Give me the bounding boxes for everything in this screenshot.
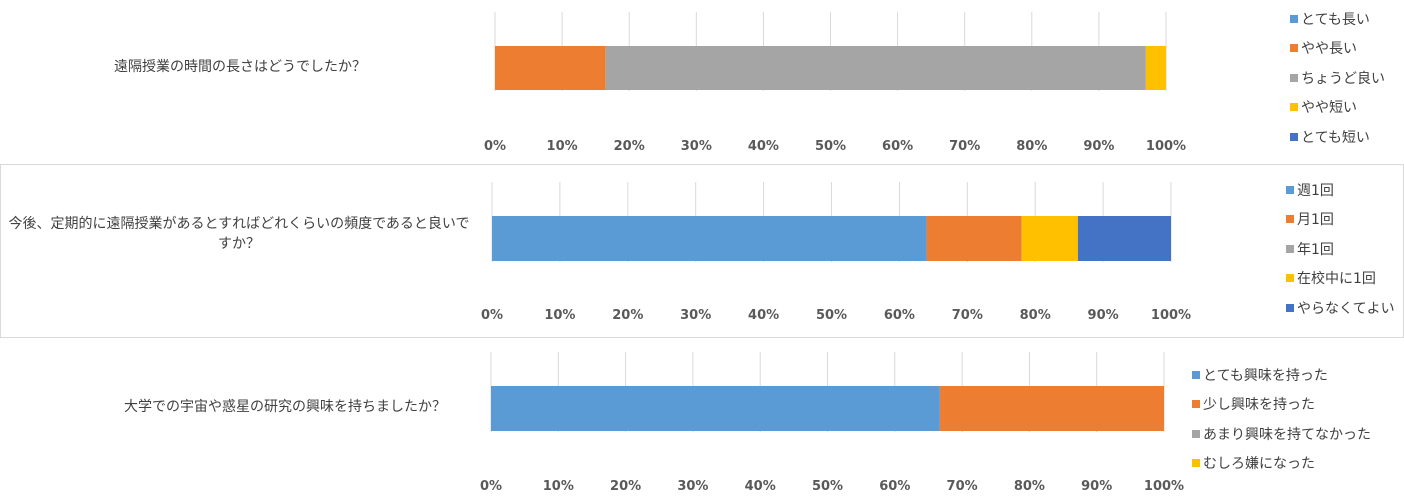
legend-item: やや長い	[1290, 34, 1385, 64]
legend-swatch	[1192, 370, 1200, 379]
chart-3-plot: 0% 10% 20% 30% 40% 50% 60% 70% 80% 90% 100%	[480, 352, 1184, 494]
x-tick-label: 60%	[882, 139, 913, 154]
legend-swatch	[1290, 14, 1298, 23]
legend-label: とても興味を持った	[1203, 367, 1328, 384]
legend-item: 在校中に1回	[1286, 264, 1395, 294]
x-tick-label: 70%	[952, 308, 983, 323]
x-tick-label: 80%	[1016, 139, 1047, 154]
legend-item: むしろ嫌になった	[1192, 449, 1371, 479]
x-tick-label: 30%	[680, 308, 711, 323]
x-tick-label: 50%	[812, 479, 843, 494]
legend-swatch	[1286, 185, 1294, 194]
legend-label: あまり興味を持てなかった	[1203, 426, 1371, 443]
legend-swatch	[1290, 132, 1298, 141]
bar-segment	[939, 386, 1164, 431]
legend-item: とても興味を持った	[1192, 360, 1371, 390]
x-tick-label: 50%	[815, 139, 846, 154]
x-tick-label: 80%	[1020, 308, 1051, 323]
legend-item: とても長い	[1290, 4, 1385, 34]
bar-segment	[605, 46, 1146, 90]
x-tick-label: 100%	[1151, 308, 1191, 323]
x-tick-label: 0%	[480, 479, 502, 494]
x-tick-label: 60%	[884, 308, 915, 323]
x-tick-label: 60%	[879, 479, 910, 494]
legend-swatch	[1192, 429, 1200, 438]
x-tick-label: 10%	[547, 139, 578, 154]
chart-2-plot: 0% 10% 20% 30% 40% 50% 60% 70% 80% 90% 100%	[481, 182, 1191, 323]
x-tick-label: 40%	[748, 139, 779, 154]
x-tick-label: 0%	[481, 308, 503, 323]
legend-item: やや短い	[1290, 93, 1385, 123]
legend-item: 少し興味を持った	[1192, 390, 1371, 420]
x-tick-label: 90%	[1081, 479, 1112, 494]
legend-label: ちょうど良い	[1301, 70, 1385, 87]
bar-segment	[1077, 216, 1171, 261]
legend-label: やや短い	[1301, 100, 1357, 117]
legend-label: やや長い	[1301, 41, 1357, 58]
legend-label: 少し興味を持った	[1203, 397, 1315, 414]
x-tick-label: 40%	[748, 308, 779, 323]
chart-1-question: 遠隔授業の時間の長さはどうでしたか？	[114, 59, 366, 75]
chart-1-plot: 0% 10% 20% 30% 40% 50% 60% 70% 80% 90% 100%	[484, 12, 1186, 154]
bar-segment	[1021, 216, 1078, 261]
bar-segment	[492, 216, 927, 261]
x-tick-label: 70%	[947, 479, 978, 494]
chart-3-question: 大学での宇宙や惑星の研究の興味を持ちましたか？	[124, 399, 446, 415]
legend-item: やらなくてよい	[1286, 293, 1395, 323]
legend-swatch	[1286, 215, 1294, 224]
legend-label: 月1回	[1297, 212, 1334, 229]
x-tick-label: 40%	[745, 479, 776, 494]
legend-item: 年1回	[1286, 234, 1395, 264]
legend-swatch	[1290, 73, 1298, 82]
legend-label: とても短い	[1301, 129, 1370, 146]
x-tick-label: 20%	[612, 308, 643, 323]
legend-label: 在校中に1回	[1297, 271, 1376, 288]
chart-1-legend: とても長いやや長いちょうど良い やや短いとても短い	[1290, 4, 1385, 152]
bar-segment	[495, 46, 606, 90]
legend-swatch	[1192, 400, 1200, 409]
x-tick-label: 100%	[1144, 479, 1184, 494]
x-tick-label: 20%	[614, 139, 645, 154]
chart-panel-3: 0% 10% 20% 30% 40% 50% 60% 70% 80% 90% 100% 大学での宇宙…	[0, 340, 1404, 500]
legend-label: むしろ嫌になった	[1203, 456, 1315, 473]
legend-swatch	[1290, 44, 1298, 53]
x-tick-label: 100%	[1146, 139, 1186, 154]
legend-item: あまり興味を持てなかった	[1192, 419, 1371, 449]
chart-3-legend: とても興味を持った 少し興味を持ったあまり興味を持てなかった むしろ嫌になった	[1192, 360, 1371, 478]
legend-item: とても短い	[1290, 122, 1385, 152]
legend-item: ちょうど良い	[1290, 63, 1385, 93]
x-tick-label: 90%	[1083, 139, 1114, 154]
legend-swatch	[1286, 244, 1294, 253]
x-tick-label: 30%	[677, 479, 708, 494]
chart-2-legend: 週1回月1回年1回在校中に1回やらなくてよい	[1286, 175, 1395, 323]
chart-2-question: 今後、定期的に遠隔授業があるとすればどれくらいの頻度であると良いですか？	[8, 216, 470, 252]
legend-label: 週1回	[1297, 182, 1334, 199]
bar-segment	[926, 216, 1022, 261]
x-tick-label: 90%	[1088, 308, 1119, 323]
legend-item: 週1回	[1286, 175, 1395, 205]
legend-swatch	[1286, 303, 1294, 312]
legend-label: やらなくてよい	[1297, 300, 1395, 317]
x-tick-label: 80%	[1014, 479, 1045, 494]
legend-label: とても長い	[1301, 11, 1370, 28]
x-tick-label: 70%	[949, 139, 980, 154]
legend-swatch	[1290, 103, 1298, 112]
x-tick-label: 10%	[544, 308, 575, 323]
x-tick-label: 30%	[681, 139, 712, 154]
x-tick-label: 10%	[543, 479, 574, 494]
legend-swatch	[1286, 274, 1294, 283]
legend-label: 年1回	[1297, 241, 1334, 258]
x-tick-label: 20%	[610, 479, 641, 494]
bar-segment	[1145, 46, 1166, 90]
legend-item: 月1回	[1286, 205, 1395, 235]
chart-panel-2: 0% 10% 20% 30% 40% 50% 60% 70% 80% 90% 100% 今後、定期的…	[0, 164, 1404, 338]
legend-swatch	[1192, 459, 1200, 468]
x-tick-label: 0%	[484, 139, 506, 154]
x-tick-label: 50%	[816, 308, 847, 323]
chart-panel-1: 0% 10% 20% 30% 40% 50% 60% 70% 80% 90% 100% 遠隔授業の時…	[0, 0, 1404, 162]
bar-segment	[491, 386, 940, 431]
